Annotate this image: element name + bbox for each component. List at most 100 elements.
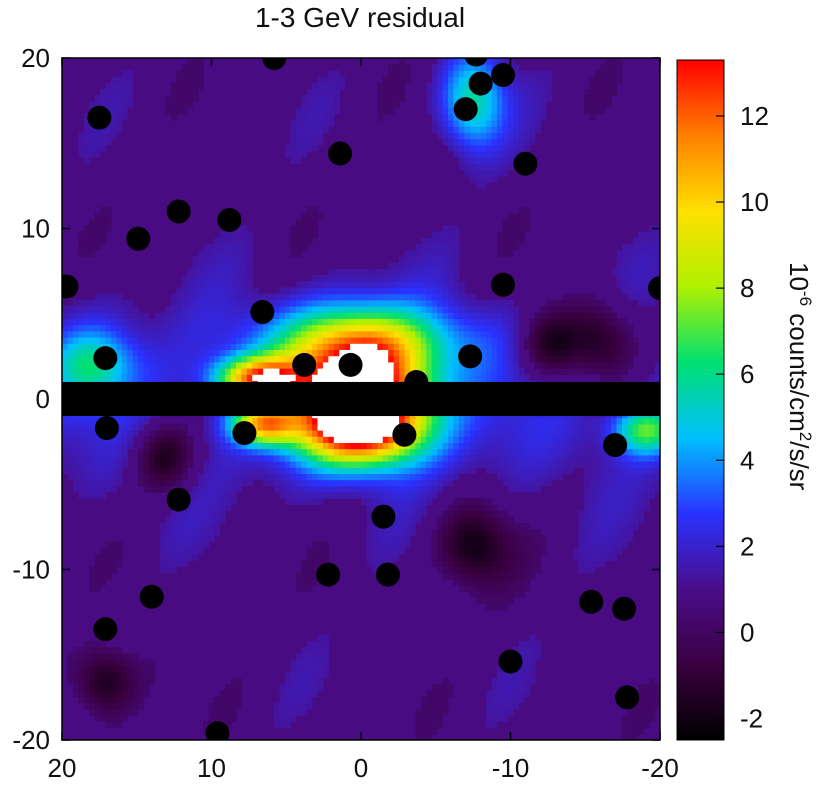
heatmap-cell bbox=[382, 554, 389, 561]
heatmap-cell bbox=[426, 461, 433, 468]
heatmap-cell bbox=[534, 417, 541, 425]
heatmap-cell bbox=[328, 454, 335, 462]
heatmap-cell bbox=[322, 361, 329, 369]
heatmap-cell bbox=[246, 343, 253, 350]
heatmap-cell bbox=[524, 219, 531, 226]
heatmap-cell bbox=[225, 461, 232, 468]
heatmap-cell bbox=[181, 374, 188, 381]
heatmap-cell bbox=[306, 498, 313, 505]
heatmap-cell bbox=[393, 516, 400, 524]
heatmap-cell bbox=[192, 374, 199, 381]
heatmap-cell bbox=[159, 485, 166, 493]
heatmap-cell bbox=[279, 684, 286, 691]
heatmap-cell bbox=[312, 306, 319, 313]
heatmap-cell bbox=[388, 442, 395, 450]
heatmap-cell bbox=[469, 293, 476, 301]
heatmap-cell bbox=[502, 250, 509, 257]
heatmap-cell bbox=[366, 275, 373, 282]
heatmap-cell bbox=[540, 461, 547, 468]
heatmap-cell bbox=[263, 355, 270, 363]
heatmap-cell bbox=[127, 337, 134, 344]
heatmap-cell bbox=[105, 485, 112, 493]
heatmap-cell bbox=[486, 467, 493, 474]
heatmap-cell bbox=[110, 473, 117, 481]
heatmap-cell bbox=[138, 678, 145, 685]
heatmap-cell bbox=[295, 492, 302, 499]
heatmap-cell bbox=[110, 374, 117, 381]
heatmap-cell bbox=[72, 417, 79, 425]
heatmap-cell bbox=[170, 113, 177, 121]
heatmap-cell bbox=[589, 330, 596, 338]
heatmap-cell bbox=[486, 144, 493, 152]
heatmap-cell bbox=[181, 312, 188, 319]
heatmap-cell bbox=[475, 343, 482, 350]
heatmap-cell bbox=[382, 467, 389, 474]
heatmap-cell bbox=[573, 299, 580, 307]
heatmap-cell bbox=[312, 492, 319, 499]
heatmap-cell bbox=[513, 231, 520, 239]
heatmap-cell bbox=[127, 374, 134, 381]
heatmap-cell bbox=[431, 293, 438, 301]
heatmap-cell bbox=[496, 169, 503, 177]
heatmap-cell bbox=[377, 461, 384, 468]
heatmap-cell bbox=[301, 343, 308, 350]
heatmap-cell bbox=[513, 132, 520, 140]
heatmap-cell bbox=[377, 417, 384, 425]
heatmap-cell bbox=[187, 492, 194, 499]
heatmap-cell bbox=[301, 479, 308, 487]
heatmap-cell bbox=[409, 355, 416, 363]
heatmap-cell bbox=[562, 349, 569, 357]
heatmap-cell bbox=[214, 268, 221, 276]
heatmap-cell bbox=[475, 454, 482, 462]
heatmap-cell bbox=[127, 684, 134, 691]
heatmap-cell bbox=[268, 467, 275, 474]
heatmap-cell bbox=[453, 287, 460, 295]
heatmap-cell bbox=[214, 312, 221, 319]
heatmap-cell bbox=[257, 330, 264, 338]
heatmap-cell bbox=[203, 312, 210, 319]
heatmap-cell bbox=[361, 349, 368, 357]
heatmap-cell bbox=[366, 541, 373, 549]
heatmap-cell bbox=[366, 417, 373, 425]
heatmap-cell bbox=[187, 541, 194, 549]
heatmap-cell bbox=[518, 454, 525, 462]
heatmap-cell bbox=[437, 529, 444, 536]
heatmap-cell bbox=[556, 343, 563, 350]
heatmap-cell bbox=[442, 237, 449, 245]
heatmap-cell bbox=[72, 442, 79, 450]
heatmap-cell bbox=[556, 454, 563, 462]
heatmap-cell bbox=[399, 262, 406, 270]
heatmap-cell bbox=[366, 535, 373, 543]
heatmap-cell bbox=[230, 485, 237, 493]
heatmap-cell bbox=[350, 268, 357, 276]
heatmap-cell bbox=[274, 479, 281, 487]
heatmap-cell bbox=[306, 492, 313, 499]
heatmap-cell bbox=[437, 516, 444, 524]
heatmap-cell bbox=[502, 368, 509, 375]
heatmap-cell bbox=[393, 281, 400, 288]
heatmap-cell bbox=[496, 58, 503, 65]
heatmap-cell bbox=[170, 349, 177, 357]
heatmap-cell bbox=[469, 498, 476, 505]
heatmap-cell bbox=[78, 417, 85, 425]
heatmap-cell bbox=[230, 374, 237, 381]
heatmap-cell bbox=[393, 70, 400, 78]
heatmap-cell bbox=[333, 95, 340, 102]
heatmap-cell bbox=[431, 76, 438, 84]
heatmap-cell bbox=[72, 461, 79, 468]
heatmap-cell bbox=[469, 436, 476, 443]
heatmap-cell bbox=[100, 690, 107, 698]
heatmap-cell bbox=[551, 442, 558, 450]
heatmap-cell bbox=[453, 281, 460, 288]
heatmap-cell bbox=[100, 647, 107, 654]
heatmap-cell bbox=[295, 467, 302, 474]
heatmap-cell bbox=[524, 454, 531, 462]
heatmap-cell bbox=[442, 299, 449, 307]
heatmap-cell bbox=[295, 436, 302, 443]
heatmap-cell bbox=[110, 678, 117, 685]
heatmap-cell bbox=[507, 535, 514, 543]
heatmap-cell bbox=[415, 479, 422, 487]
heatmap-cell bbox=[143, 417, 150, 425]
heatmap-cell bbox=[589, 461, 596, 468]
heatmap-cell bbox=[442, 293, 449, 301]
